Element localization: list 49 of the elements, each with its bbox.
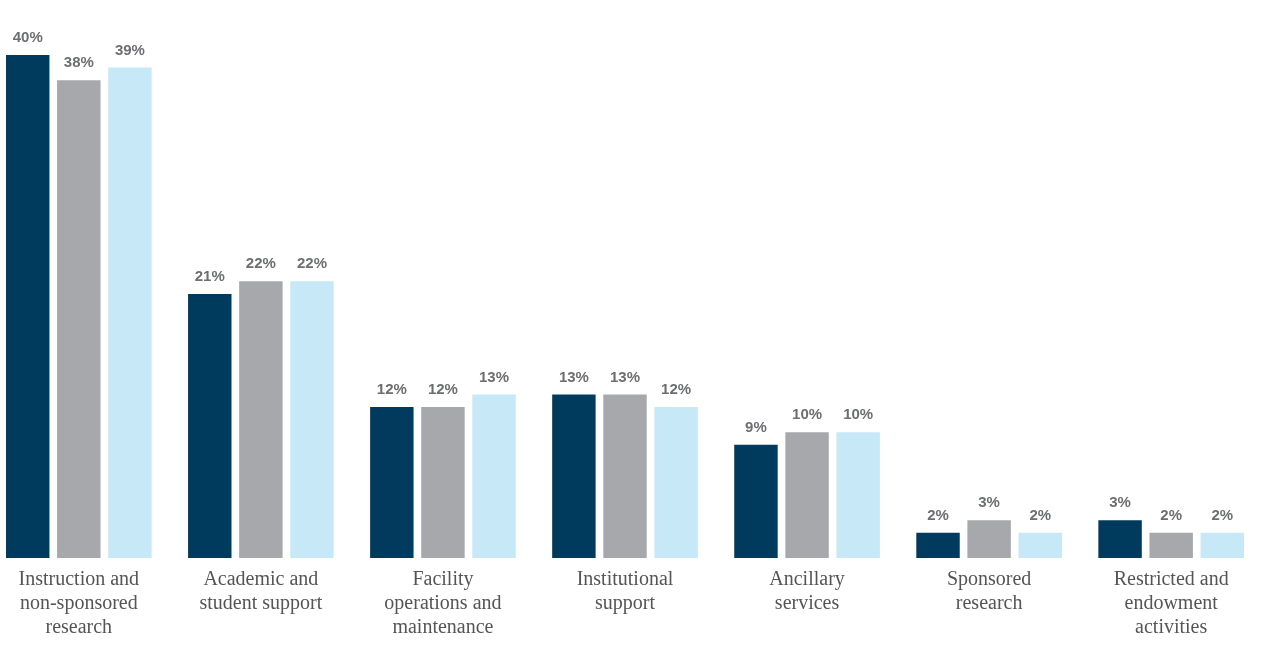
data-label: 38% bbox=[63, 53, 94, 71]
x-tick-label: Facility operations and maintenance bbox=[384, 566, 502, 637]
bar bbox=[108, 67, 152, 558]
data-label: 22% bbox=[296, 254, 327, 272]
data-label: 13% bbox=[479, 367, 510, 385]
data-label: 2% bbox=[1160, 505, 1183, 523]
bar bbox=[1018, 532, 1062, 558]
x-tick-label: Instruction and non-sponsored research bbox=[18, 566, 140, 637]
bar bbox=[370, 407, 414, 558]
bar bbox=[654, 407, 698, 558]
data-label: 13% bbox=[609, 367, 641, 385]
x-tick-label: Academic and student support bbox=[199, 566, 323, 614]
data-label: 21% bbox=[194, 266, 225, 284]
data-label: 2% bbox=[1029, 505, 1052, 523]
x-tick-label: Sponsored research bbox=[946, 566, 1032, 613]
x-tick-label: Institutional support bbox=[576, 566, 674, 614]
bar bbox=[603, 394, 647, 558]
data-label: 12% bbox=[661, 380, 692, 398]
data-label: 2% bbox=[927, 505, 949, 523]
bar bbox=[1149, 532, 1193, 558]
data-label: 40% bbox=[12, 28, 43, 45]
data-label: 10% bbox=[843, 405, 874, 423]
bar bbox=[57, 80, 101, 558]
bar bbox=[188, 293, 232, 558]
bar bbox=[836, 432, 880, 558]
bar bbox=[6, 55, 50, 558]
data-label: 12% bbox=[427, 380, 458, 398]
bar bbox=[1200, 532, 1244, 558]
x-tick-label: Restricted and endowment activities bbox=[1113, 566, 1229, 637]
data-label: 2% bbox=[1211, 505, 1234, 523]
bar bbox=[734, 444, 778, 558]
data-label: 3% bbox=[1109, 493, 1131, 511]
data-label: 13% bbox=[558, 367, 589, 385]
bar bbox=[1098, 520, 1142, 558]
data-label: 12% bbox=[376, 380, 407, 398]
bar bbox=[421, 407, 465, 558]
data-label: 22% bbox=[245, 254, 276, 272]
bar bbox=[916, 532, 960, 558]
bar bbox=[472, 394, 516, 558]
bar bbox=[552, 394, 596, 558]
bar bbox=[290, 281, 334, 558]
data-label: 9% bbox=[745, 417, 767, 435]
bar bbox=[785, 432, 829, 558]
bar bbox=[239, 281, 283, 558]
data-label: 39% bbox=[114, 40, 145, 58]
x-tick-label: Ancillary services bbox=[769, 566, 845, 613]
data-label: 10% bbox=[792, 405, 823, 423]
data-label: 3% bbox=[978, 493, 1000, 511]
bar bbox=[967, 520, 1011, 558]
